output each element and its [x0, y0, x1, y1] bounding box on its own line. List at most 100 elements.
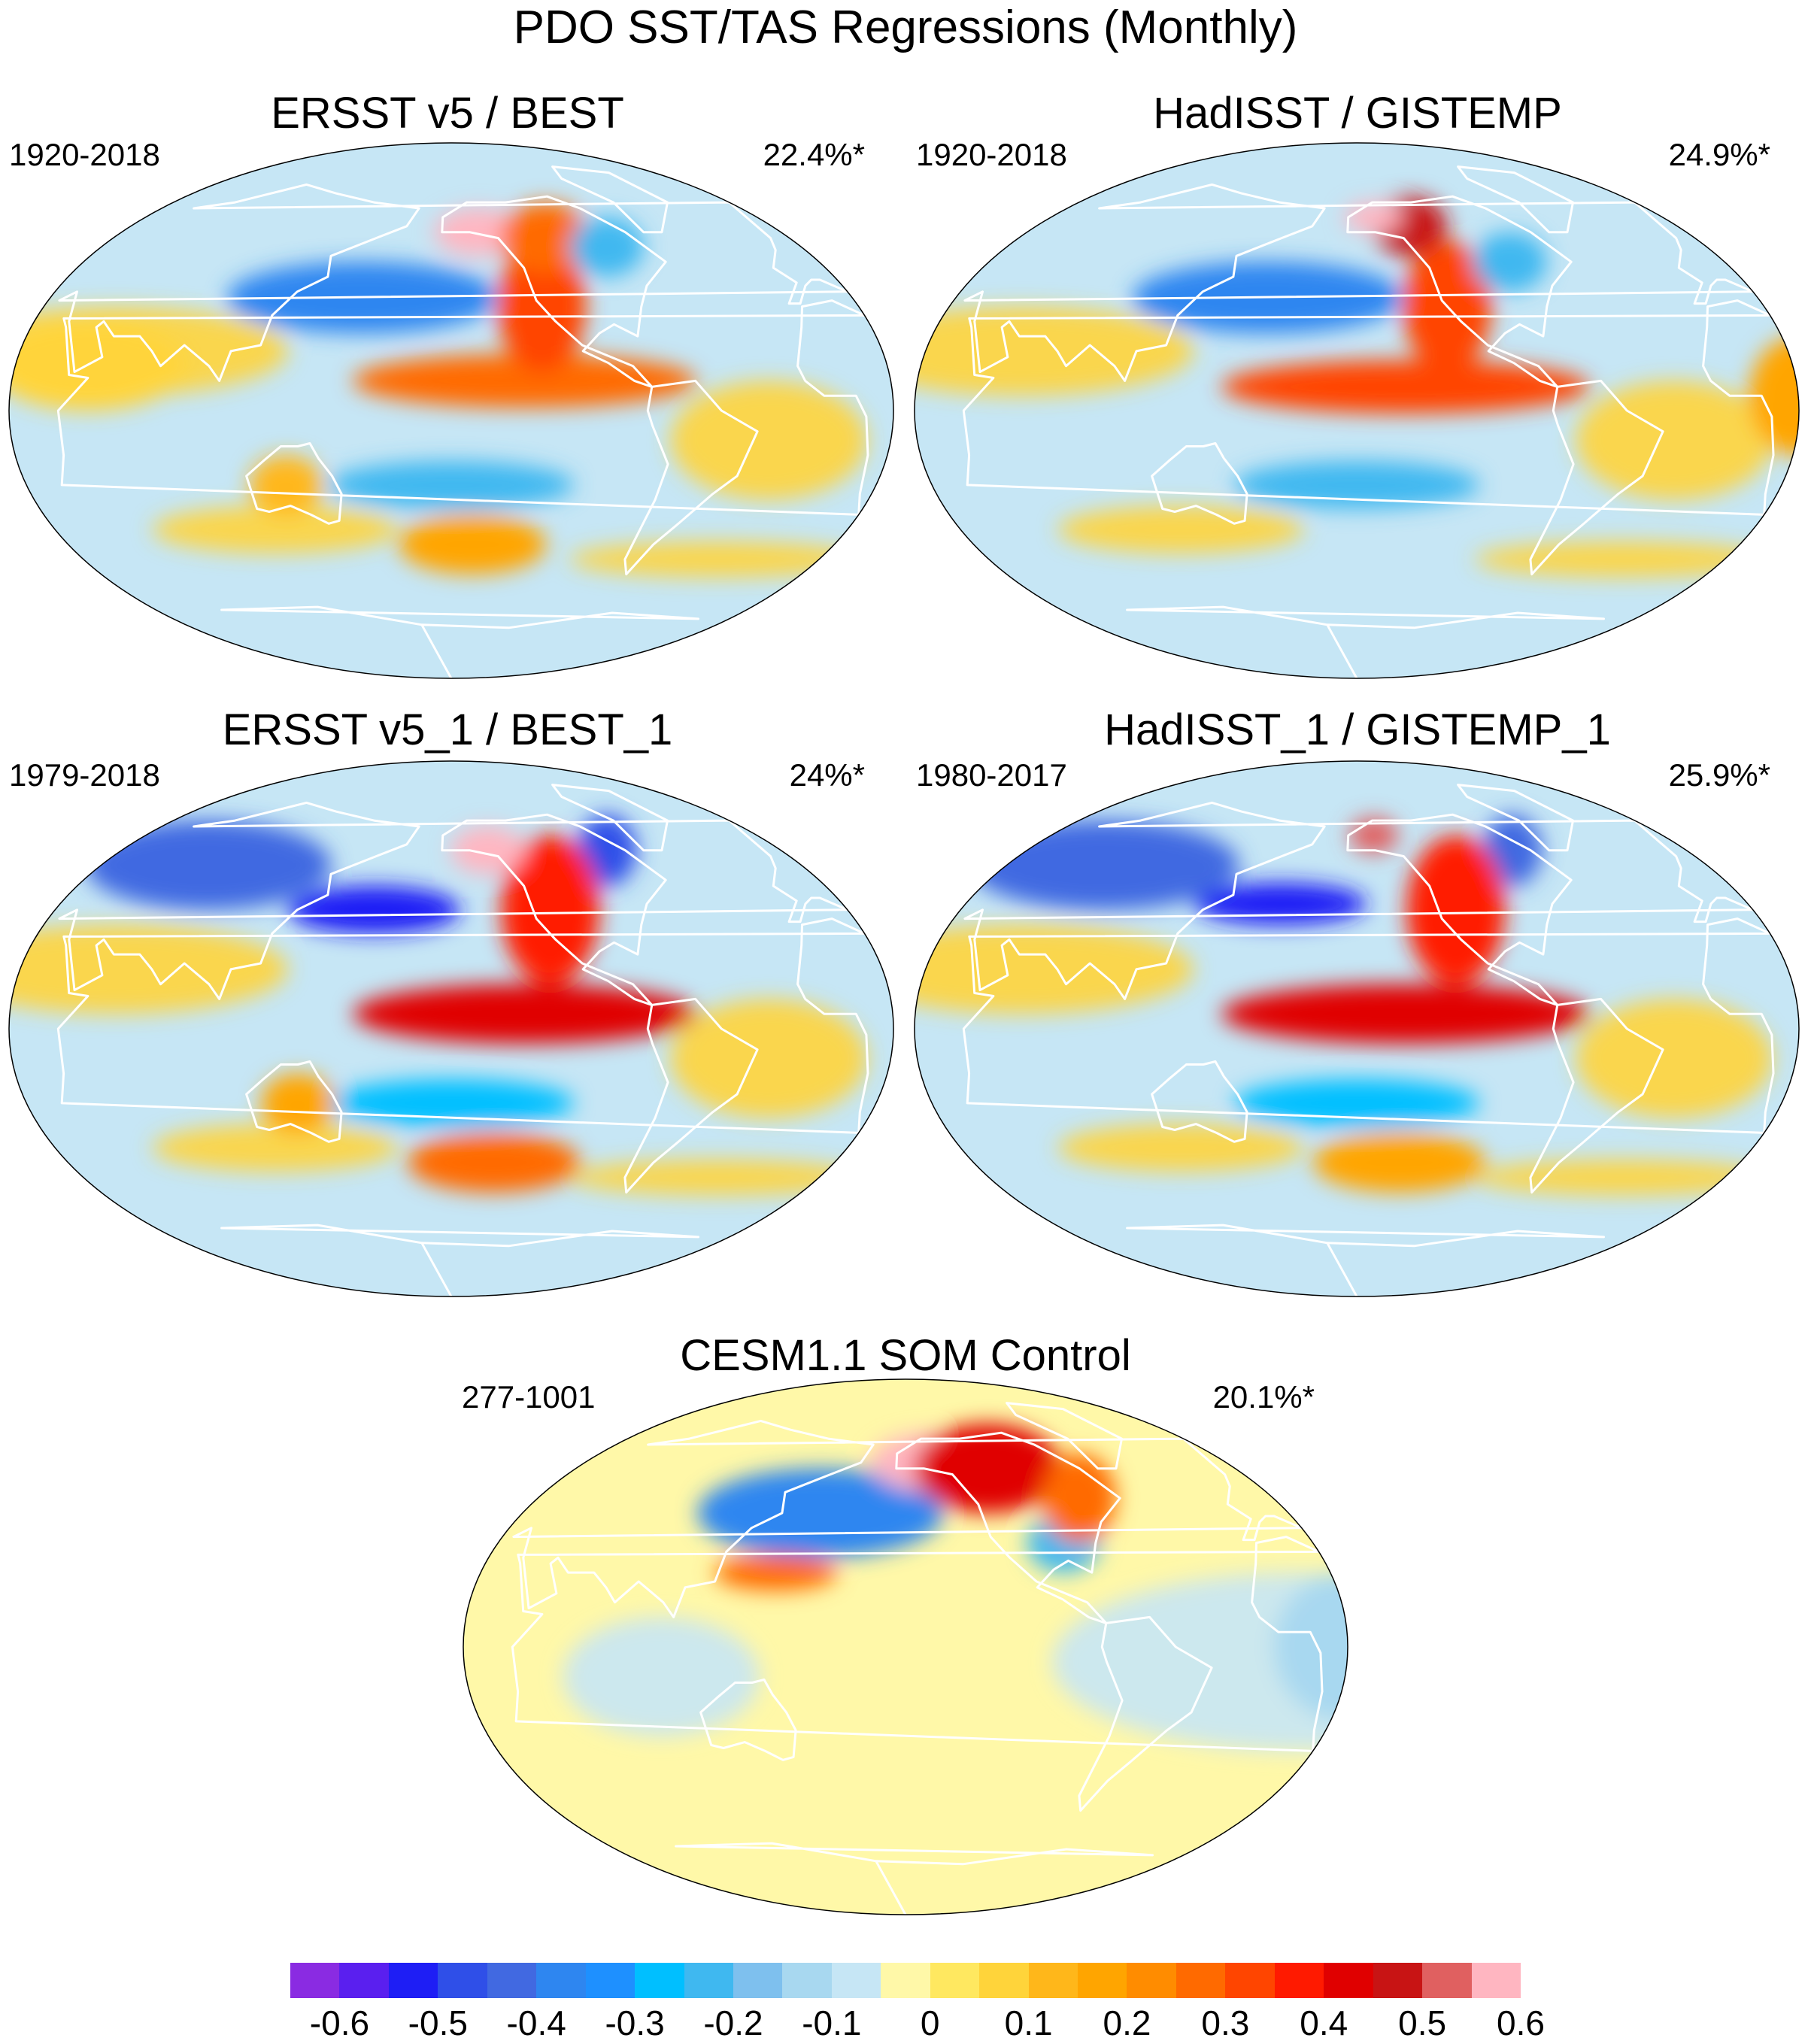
panel-title-4: HadISST_1 / GISTEMP_1 — [1104, 705, 1611, 754]
anomaly-region — [1406, 835, 1506, 984]
colorbar-tick-label: -0.4 — [506, 2003, 566, 2042]
colorbar-swatch — [1324, 1963, 1373, 1998]
anomaly-region — [569, 217, 644, 277]
anomaly-region — [1475, 541, 1770, 578]
coastline-antarctica — [220, 1224, 699, 1296]
colorbar-swatch — [487, 1963, 537, 1998]
colorbar-swatch — [635, 1963, 684, 1998]
map-border — [914, 142, 1800, 679]
anomaly-region — [714, 1554, 838, 1591]
colorbar-swatch — [1028, 1963, 1078, 1998]
coastline-south-america — [1078, 1615, 1213, 1812]
anomaly-region — [563, 1617, 760, 1736]
panel-title-5: CESM1.1 SOM Control — [680, 1331, 1131, 1380]
coastline-south-america — [1529, 997, 1664, 1194]
colorbar-swatch — [339, 1963, 389, 1998]
coastline-greenland — [1006, 1402, 1123, 1470]
anomaly-region — [1475, 1160, 1770, 1196]
colorbar-tick-label: 0.5 — [1398, 2003, 1447, 2042]
anomaly-region — [152, 1124, 399, 1172]
anomaly-region — [434, 208, 523, 256]
anomaly-region — [1576, 381, 1773, 500]
coastline-australia — [245, 442, 343, 525]
coastline-antarctica — [1126, 1224, 1605, 1296]
anomaly-region — [569, 541, 865, 578]
coastline-north-america — [441, 813, 667, 1006]
panel-variance-3: 24%* — [789, 757, 865, 793]
colorbar-swatch — [831, 1963, 881, 1998]
anomaly-region — [152, 505, 399, 553]
colorbar-swatch — [1274, 1963, 1324, 1998]
map-panel-4 — [914, 760, 1800, 1297]
coastline-north-america — [1346, 813, 1573, 1006]
panel-title-3: ERSST v5_1 / BEST_1 — [222, 705, 673, 754]
colorbar-tick-label: -0.2 — [703, 2003, 763, 2042]
map-panel-5 — [463, 1378, 1348, 1915]
anomaly-region — [1473, 232, 1547, 292]
colorbar-swatch — [585, 1963, 636, 1998]
colorbar-swatch — [1078, 1963, 1127, 1998]
anomaly-region — [969, 820, 1239, 910]
panel-variance-5: 20.1%* — [1212, 1379, 1315, 1415]
anomaly-region — [450, 826, 525, 875]
coastline-eurasia — [963, 801, 1755, 1000]
anomaly-region — [569, 1160, 865, 1196]
coastline-africa — [56, 299, 869, 516]
colorbar-swatch — [1422, 1963, 1472, 1998]
anomaly-region — [501, 202, 590, 274]
colorbar-swatch — [733, 1963, 783, 1998]
colorbar-swatch — [881, 1963, 930, 1998]
map-panel-2 — [914, 142, 1800, 679]
panel-title-2: HadISST / GISTEMP — [1153, 89, 1562, 138]
coastline-eurasia — [58, 801, 849, 1000]
colorbar-tick-label: -0.6 — [309, 2003, 370, 2042]
coastline-africa — [56, 917, 869, 1134]
anomaly-region — [914, 1424, 1062, 1513]
panel-variance-1: 22.4%* — [763, 137, 865, 172]
coastline-africa — [511, 1536, 1324, 1752]
colorbar-tick-label: 0 — [920, 2003, 940, 2042]
panel-period-4: 1980-2017 — [916, 757, 1067, 793]
anomaly-region — [1221, 359, 1591, 414]
anomaly-region — [1313, 1133, 1485, 1193]
coastline-antarctica — [220, 605, 699, 678]
colorbar-swatch — [979, 1963, 1029, 1998]
map-border — [463, 1378, 1348, 1915]
anomaly-region — [408, 1133, 580, 1193]
panel-title-1: ERSST v5 / BEST — [271, 89, 624, 138]
anomaly-region — [1194, 883, 1367, 925]
coastline-south-america — [623, 997, 759, 1194]
figure-title: PDO SST/TAS Regressions (Monthly) — [513, 2, 1298, 53]
colorbar-tick-label: 0.1 — [1004, 2003, 1053, 2042]
map-border — [8, 760, 894, 1297]
coastline-south-america — [623, 379, 759, 576]
coastline-south-america — [1529, 379, 1664, 576]
panel-period-3: 1979-2018 — [9, 757, 160, 793]
panel-variance-2: 24.9%* — [1668, 137, 1770, 172]
coastline-africa — [962, 917, 1775, 1134]
coastline-antarctica — [1126, 605, 1605, 678]
anomaly-region — [1057, 505, 1304, 553]
colorbar-tick-label: 0.4 — [1300, 2003, 1348, 2042]
colorbar-swatch — [1175, 1963, 1226, 1998]
colorbar-swatch — [782, 1963, 832, 1998]
colorbar-tick-label: 0.2 — [1103, 2003, 1151, 2042]
coastline-eurasia — [58, 183, 849, 382]
anomaly-region — [1576, 999, 1773, 1118]
anomaly-region — [261, 1073, 335, 1133]
colorbar-swatch — [290, 1963, 340, 1998]
map-border — [914, 760, 1800, 1297]
colorbar-tick-label: 0.6 — [1497, 2003, 1545, 2042]
anomaly-region — [1042, 1453, 1116, 1543]
colorbar-swatch — [930, 1963, 980, 1998]
anomaly-region — [352, 353, 697, 408]
anomaly-region — [1221, 984, 1591, 1044]
colorbar-swatch — [1373, 1963, 1423, 1998]
panel-period-5: 277-1001 — [462, 1379, 596, 1415]
anomaly-region — [1274, 1572, 1348, 1721]
anomaly-region — [697, 1468, 944, 1558]
coastline-australia — [1151, 442, 1248, 525]
anomaly-region — [249, 455, 323, 515]
anomaly-region — [1344, 202, 1403, 232]
anomaly-region — [288, 886, 460, 934]
